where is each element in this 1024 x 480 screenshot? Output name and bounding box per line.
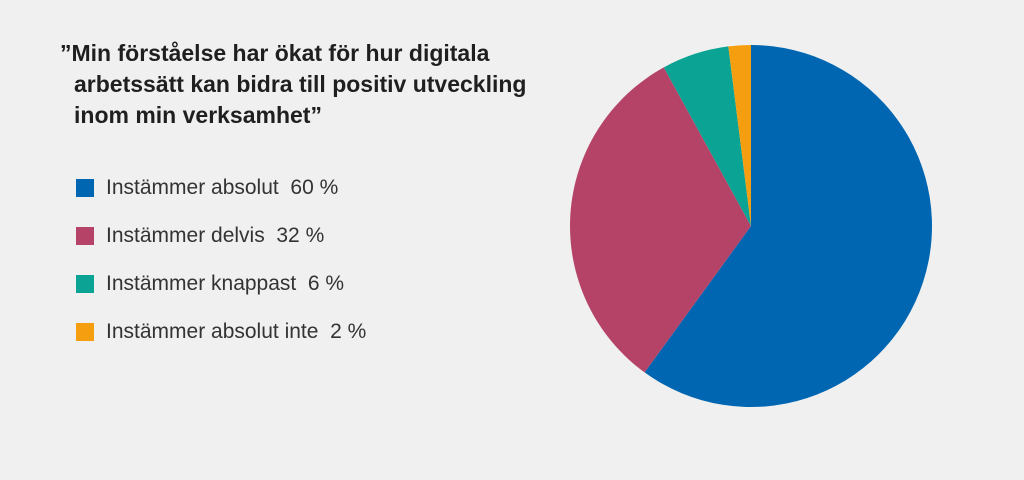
pie-slice-knappast — [663, 46, 751, 227]
chart-title-line-3: inom min verksamhet” — [74, 102, 322, 128]
chart-title-line-1: ”Min förståelse har ökat för hur digital… — [60, 40, 490, 66]
chart-title-line-2: arbetssätt kan bidra till positiv utveck… — [74, 71, 527, 97]
pie-slice-absolut — [644, 45, 933, 408]
legend-label-absolut-inte: Instämmer absolut inte 2 % — [106, 320, 367, 343]
legend-swatch-delvis — [76, 227, 94, 245]
legend-item-absolut-inte: Instämmer absolut inte 2 % — [76, 316, 366, 348]
legend-label-delvis: Instämmer delvis 32 % — [106, 224, 325, 247]
legend-swatch-knappast — [76, 275, 94, 293]
legend-item-absolut: Instämmer absolut 60 % — [76, 172, 366, 204]
legend-label-knappast: Instämmer knappast 6 % — [106, 272, 345, 295]
pie-slice-absolut-inte — [728, 45, 751, 226]
legend-item-delvis: Instämmer delvis 32 % — [76, 220, 366, 252]
legend-swatch-absolut — [76, 179, 94, 197]
chart-legend: Instämmer absolut 60 % Instämmer delvis … — [76, 172, 366, 364]
legend-label-absolut: Instämmer absolut 60 % — [106, 176, 339, 199]
legend-item-knappast: Instämmer knappast 6 % — [76, 268, 366, 300]
legend-swatch-absolut-inte — [76, 323, 94, 341]
pie-slice-delvis — [570, 67, 751, 373]
chart-title: ”Min förståelse har ökat för hur digital… — [60, 38, 620, 131]
